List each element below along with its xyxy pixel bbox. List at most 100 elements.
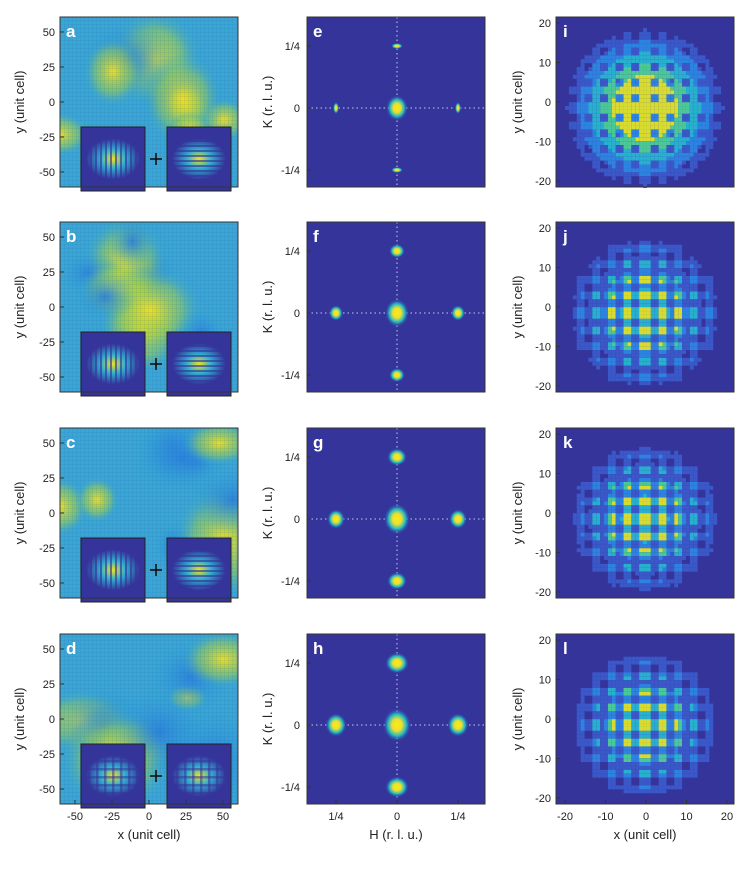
- density-pixel: [631, 145, 636, 149]
- density-pixel: [635, 43, 640, 48]
- density-pixel: [615, 699, 620, 704]
- density-pixel: [650, 314, 655, 319]
- density-pixel: [693, 556, 698, 560]
- density-pixel: [643, 311, 647, 315]
- density-pixel: [596, 145, 601, 149]
- density-pixel: [600, 497, 605, 502]
- density-pixel: [596, 86, 601, 91]
- density-pixel: [678, 338, 683, 343]
- density-pixel: [623, 272, 628, 276]
- density-pixel: [607, 781, 612, 786]
- density-pixel: [646, 256, 651, 261]
- density-pixel: [646, 528, 651, 533]
- density-pixel: [674, 121, 679, 126]
- density-pixel: [646, 668, 651, 673]
- density-pixel: [670, 86, 675, 91]
- density-pixel: [635, 260, 640, 265]
- density-pixel: [674, 532, 679, 537]
- density-pixel: [643, 684, 647, 688]
- satellite-peak: [450, 305, 466, 321]
- density-pixel: [697, 703, 702, 708]
- density-pixel: [670, 528, 675, 533]
- density-pixel: [670, 248, 675, 253]
- density-pixel: [650, 307, 655, 312]
- density-pixel: [619, 51, 624, 56]
- density-pixel: [600, 493, 605, 498]
- density-pixel: [643, 695, 647, 700]
- density-pixel: [685, 773, 690, 778]
- density-pixel: [682, 466, 686, 471]
- density-pixel: [682, 264, 686, 269]
- density-pixel: [604, 303, 608, 308]
- density-pixel: [635, 268, 640, 273]
- density-pixel: [643, 117, 647, 122]
- density-pixel: [705, 497, 710, 502]
- density-pixel: [627, 556, 632, 560]
- density-pixel: [623, 563, 628, 568]
- density-pixel: [627, 563, 632, 568]
- density-pixel: [596, 361, 601, 366]
- density-pixel: [705, 141, 710, 146]
- density-pixel: [611, 125, 616, 130]
- density-pixel: [592, 746, 597, 751]
- density-pixel: [650, 133, 655, 138]
- density-pixel: [604, 754, 608, 759]
- density-pixel: [658, 98, 663, 103]
- density-pixel: [678, 579, 683, 584]
- density-pixel: [689, 719, 694, 724]
- density-pixel: [631, 474, 636, 479]
- density-pixel: [604, 279, 608, 284]
- density-pixel: [627, 78, 632, 83]
- density-pixel: [604, 501, 608, 506]
- density-pixel: [689, 90, 694, 95]
- density-pixel: [643, 726, 647, 731]
- density-pixel: [639, 478, 644, 482]
- density-pixel: [623, 485, 628, 490]
- axes-frame: [306, 221, 486, 393]
- density-pixel: [600, 730, 605, 735]
- density-pixel: [662, 454, 667, 459]
- density-pixel: [643, 660, 647, 665]
- density-pixel: [635, 94, 640, 99]
- density-pixel: [654, 90, 659, 95]
- density-pixel: [682, 299, 686, 304]
- density-pixel: [611, 70, 616, 75]
- density-pixel: [658, 726, 663, 731]
- density-pixel: [639, 450, 644, 455]
- density-pixel: [592, 687, 597, 692]
- density-pixel: [654, 67, 659, 71]
- density-pixel: [693, 672, 698, 677]
- right-inset: [166, 743, 232, 809]
- density-pixel: [635, 133, 640, 138]
- density-pixel: [611, 754, 616, 759]
- density-pixel: [666, 314, 671, 319]
- density-pixel: [658, 563, 663, 568]
- density-pixel: [635, 90, 640, 95]
- density-pixel: [623, 264, 628, 269]
- density-pixel: [678, 299, 683, 304]
- density-pixel: [678, 466, 683, 471]
- density-pixel: [627, 377, 632, 382]
- density-pixel: [682, 109, 686, 114]
- panel-e: e1/40-1/4K (r. l. u.): [260, 16, 486, 188]
- density-pixel: [662, 353, 667, 358]
- density-pixel: [643, 746, 647, 751]
- density-pixel: [611, 684, 616, 688]
- density-pixel: [650, 691, 655, 696]
- density-pixel: [611, 129, 616, 134]
- density-pixel: [615, 715, 620, 720]
- density-pixel: [619, 314, 624, 319]
- density-pixel: [670, 556, 675, 560]
- density-pixel: [674, 63, 679, 68]
- density-pixel: [639, 311, 644, 315]
- density-pixel: [631, 699, 636, 704]
- density-pixel: [639, 67, 644, 71]
- density-pixel: [592, 489, 597, 494]
- density-pixel: [713, 102, 718, 107]
- density-pixel: [646, 707, 651, 712]
- density-pixel: [584, 307, 589, 312]
- density-pixel: [643, 260, 647, 265]
- density-pixel: [584, 754, 589, 759]
- density-pixel: [623, 703, 628, 708]
